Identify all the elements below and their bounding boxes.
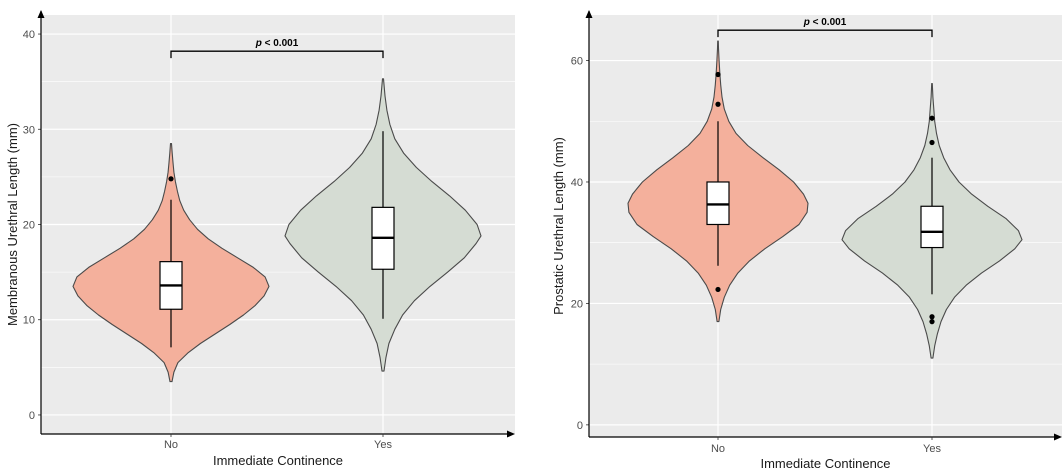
x-axis-arrow bbox=[1054, 433, 1062, 441]
x-tick-label: Yes bbox=[374, 439, 392, 451]
x-tick-label: No bbox=[711, 443, 725, 455]
outlier-point bbox=[715, 286, 721, 293]
p-value-label: p < 0.001 bbox=[255, 38, 299, 49]
chart-membranous-urethral-length: 0 10 20 30 40 p < 0.001 No Yes Immediate Contine… bbox=[5, 10, 515, 468]
outlier-point bbox=[929, 319, 935, 325]
x-tick-label: No bbox=[164, 439, 178, 451]
outlier-point bbox=[929, 314, 935, 320]
y-tick-label: 40 bbox=[571, 177, 583, 189]
outlier-point bbox=[168, 176, 174, 182]
x-axis-title: Immediate Continence bbox=[213, 453, 343, 468]
y-axis-arrow bbox=[585, 10, 593, 18]
chart-prostatic-urethral-length: 0 20 40 60 p < 0.001 No Yes Immediate Continenc… bbox=[551, 10, 1062, 471]
significance-bracket bbox=[170, 50, 384, 59]
y-tick-label: 40 bbox=[23, 29, 35, 41]
box-yes bbox=[920, 205, 944, 249]
y-tick-label: 60 bbox=[571, 56, 583, 68]
x-tick-label: Yes bbox=[923, 443, 941, 455]
y-tick-label: 20 bbox=[571, 298, 583, 310]
y-axis-title: Prostatic Urethral Length (mm) bbox=[551, 137, 566, 315]
y-tick-label: 0 bbox=[29, 410, 35, 422]
x-axis-arrow bbox=[507, 430, 515, 438]
y-tick-label: 20 bbox=[23, 220, 35, 232]
p-value-label: p < 0.001 bbox=[803, 17, 847, 28]
outlier-point bbox=[929, 139, 935, 146]
outlier-point bbox=[929, 115, 935, 121]
outlier-point bbox=[715, 101, 721, 107]
y-tick-label: 0 bbox=[577, 420, 583, 432]
y-tick-label: 10 bbox=[23, 315, 35, 327]
box-no bbox=[706, 181, 730, 226]
outlier-point bbox=[715, 71, 721, 78]
y-axis-title: Membranous Urethral Length (mm) bbox=[5, 123, 20, 326]
y-tick-label: 30 bbox=[23, 124, 35, 136]
x-axis-title: Immediate Continence bbox=[760, 456, 890, 471]
y-axis-arrow bbox=[37, 10, 45, 18]
significance-bracket bbox=[717, 29, 933, 38]
